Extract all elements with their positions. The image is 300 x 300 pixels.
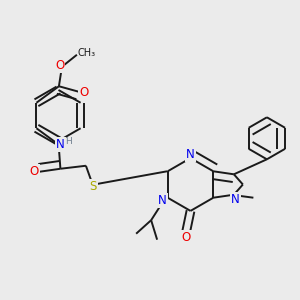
Text: O: O [182,231,190,244]
Text: N: N [186,148,195,161]
Text: CH₃: CH₃ [77,48,96,58]
Text: O: O [79,86,88,99]
Text: N: N [231,193,240,206]
Text: H: H [65,137,72,146]
Text: N: N [158,194,167,207]
Text: O: O [29,165,39,178]
Text: N: N [56,138,65,151]
Text: S: S [90,180,97,193]
Text: O: O [55,59,64,72]
